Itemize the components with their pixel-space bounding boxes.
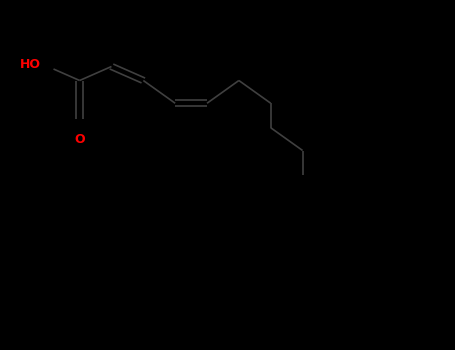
Text: HO: HO [20, 58, 41, 71]
Text: O: O [74, 133, 85, 146]
